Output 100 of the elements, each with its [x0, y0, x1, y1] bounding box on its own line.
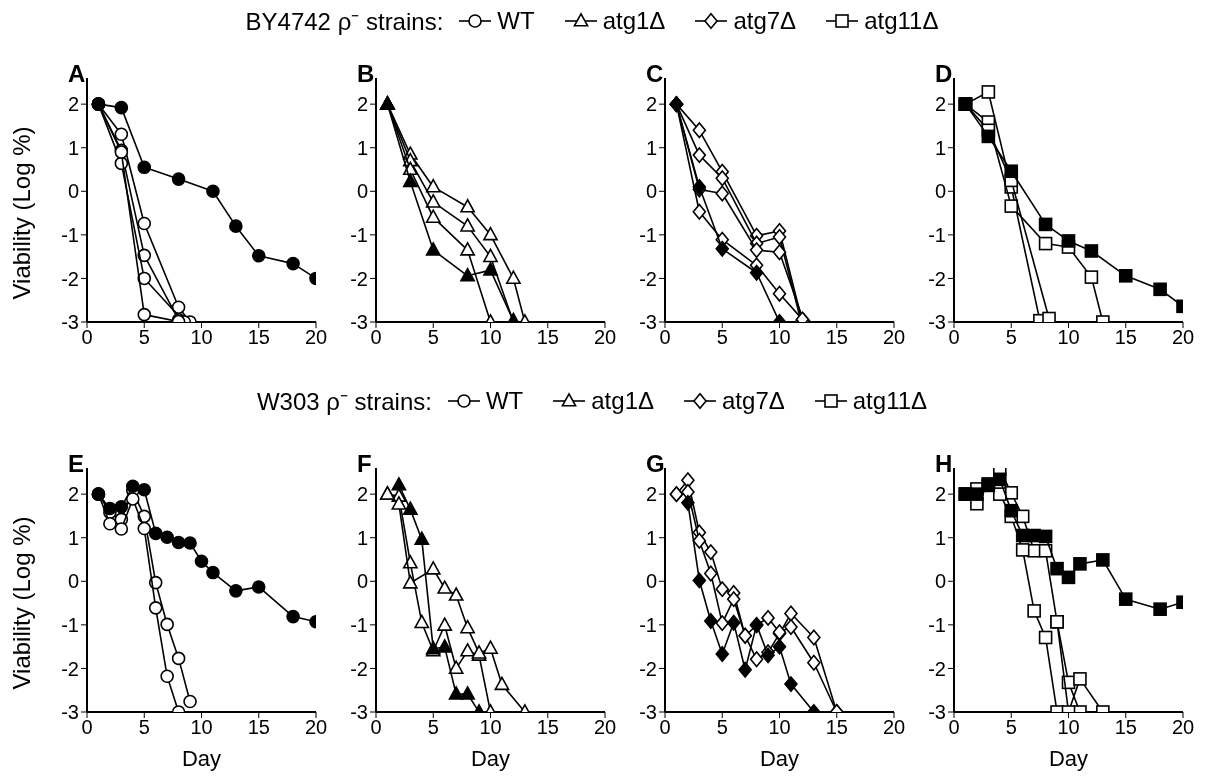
x-tick-label: 5: [427, 326, 439, 349]
y-tick-label: -1: [350, 613, 368, 636]
y-tick-label: 2: [934, 483, 946, 506]
y-tick-label: 1: [67, 526, 79, 549]
x-tick-label: 15: [247, 326, 270, 349]
x-tick-label: 15: [825, 716, 848, 739]
x-tick-label: 0: [81, 326, 93, 349]
y-tick-label: -3: [350, 311, 368, 334]
y-tick-label: 0: [67, 180, 79, 203]
x-tick-label: 0: [370, 716, 382, 739]
y-tick-label: -1: [350, 223, 368, 246]
x-tick-label: 5: [716, 716, 728, 739]
y-tick-label: 1: [934, 526, 946, 549]
x-tick-label: 5: [1005, 716, 1017, 739]
legend-label: WT: [497, 6, 535, 35]
legend-title: W303 ρ⁻ strains:: [256, 387, 432, 417]
legend-label: atg7Δ: [722, 386, 785, 415]
y-tick-label: -1: [61, 613, 79, 636]
x-tick-label: 0: [81, 716, 93, 739]
chart-title: B: [357, 60, 375, 88]
y-tick-label: -3: [928, 701, 946, 724]
x-tick-label: 20: [882, 326, 906, 349]
x-tick-label: 5: [1005, 326, 1017, 349]
x-tick-label: 0: [659, 326, 671, 349]
y-tick-label: -1: [61, 223, 79, 246]
chart-title: G: [646, 450, 665, 478]
x-tick-label: 10: [768, 326, 791, 349]
legend-label: atg11Δ: [864, 6, 939, 35]
chart-title: A: [68, 60, 86, 88]
chart-title: F: [357, 450, 372, 478]
y-tick-label: -3: [61, 311, 79, 334]
x-tick-label: 20: [882, 716, 906, 739]
x-tick-label: 20: [593, 716, 617, 739]
y-tick-label: 1: [934, 136, 946, 159]
legend-label: atg1Δ: [602, 6, 666, 35]
legend-label: atg7Δ: [733, 6, 797, 35]
x-tick-label: 15: [1114, 716, 1137, 739]
y-tick-label: 0: [645, 570, 657, 593]
x-axis-title: Day: [470, 746, 511, 771]
y-tick-label: -1: [639, 613, 657, 636]
y-tick-label: -3: [639, 311, 657, 334]
y-tick-label: 2: [645, 93, 657, 116]
y-tick-label: 0: [645, 180, 657, 203]
y-tick-label: 1: [67, 136, 79, 159]
x-tick-label: 15: [825, 326, 848, 349]
y-tick-label: 1: [645, 136, 657, 159]
y-tick-label: 0: [356, 570, 368, 593]
x-tick-label: 15: [1114, 326, 1137, 349]
y-tick-label: -3: [350, 701, 368, 724]
x-tick-label: 15: [536, 716, 559, 739]
x-axis-title: Day: [181, 746, 222, 771]
x-tick-label: 5: [716, 326, 728, 349]
chart-title: D: [935, 60, 953, 88]
y-tick-label: 2: [645, 483, 657, 506]
x-tick-label: 5: [427, 716, 439, 739]
x-tick-label: 0: [659, 716, 671, 739]
x-tick-label: 20: [1171, 716, 1195, 739]
x-tick-label: 0: [948, 326, 960, 349]
y-tick-label: -3: [61, 701, 79, 724]
x-tick-label: 10: [190, 326, 213, 349]
x-tick-label: 10: [479, 716, 502, 739]
y-tick-label: -2: [928, 657, 946, 680]
legend-title: BY4742 ρ⁻ strains:: [245, 7, 444, 37]
y-tick-label: 2: [67, 93, 79, 116]
chart-title: H: [935, 450, 953, 478]
y-tick-label: 1: [356, 526, 368, 549]
x-tick-label: 10: [1057, 326, 1080, 349]
x-tick-label: 15: [536, 326, 559, 349]
y-tick-label: 2: [934, 93, 946, 116]
x-axis-title: Day: [759, 746, 800, 771]
x-tick-label: 10: [479, 326, 502, 349]
y-tick-label: -2: [928, 267, 946, 290]
y-tick-label: 0: [934, 570, 946, 593]
y-tick-label: -2: [350, 267, 368, 290]
x-tick-label: 0: [370, 326, 382, 349]
x-tick-label: 5: [138, 716, 150, 739]
y-tick-label: 2: [356, 93, 368, 116]
y-axis-title: Viability (Log %): [8, 126, 35, 300]
y-tick-label: 0: [934, 180, 946, 203]
x-tick-label: 20: [304, 326, 328, 349]
y-tick-label: 1: [645, 526, 657, 549]
x-tick-label: 15: [247, 716, 270, 739]
y-tick-label: -2: [61, 267, 79, 290]
x-tick-label: 10: [768, 716, 791, 739]
y-tick-label: -2: [639, 267, 657, 290]
x-tick-label: 5: [138, 326, 150, 349]
x-tick-label: 20: [304, 716, 328, 739]
y-tick-label: -1: [928, 613, 946, 636]
x-tick-label: 0: [948, 716, 960, 739]
y-tick-label: -3: [639, 701, 657, 724]
y-tick-label: -2: [61, 657, 79, 680]
x-tick-label: 10: [1057, 716, 1080, 739]
y-tick-label: 0: [356, 180, 368, 203]
y-tick-label: 2: [67, 483, 79, 506]
y-tick-label: 0: [67, 570, 79, 593]
y-tick-label: -1: [639, 223, 657, 246]
chart-title: C: [646, 60, 664, 88]
legend-label: WT: [485, 386, 524, 415]
y-tick-label: -2: [350, 657, 368, 680]
x-tick-label: 20: [593, 326, 617, 349]
